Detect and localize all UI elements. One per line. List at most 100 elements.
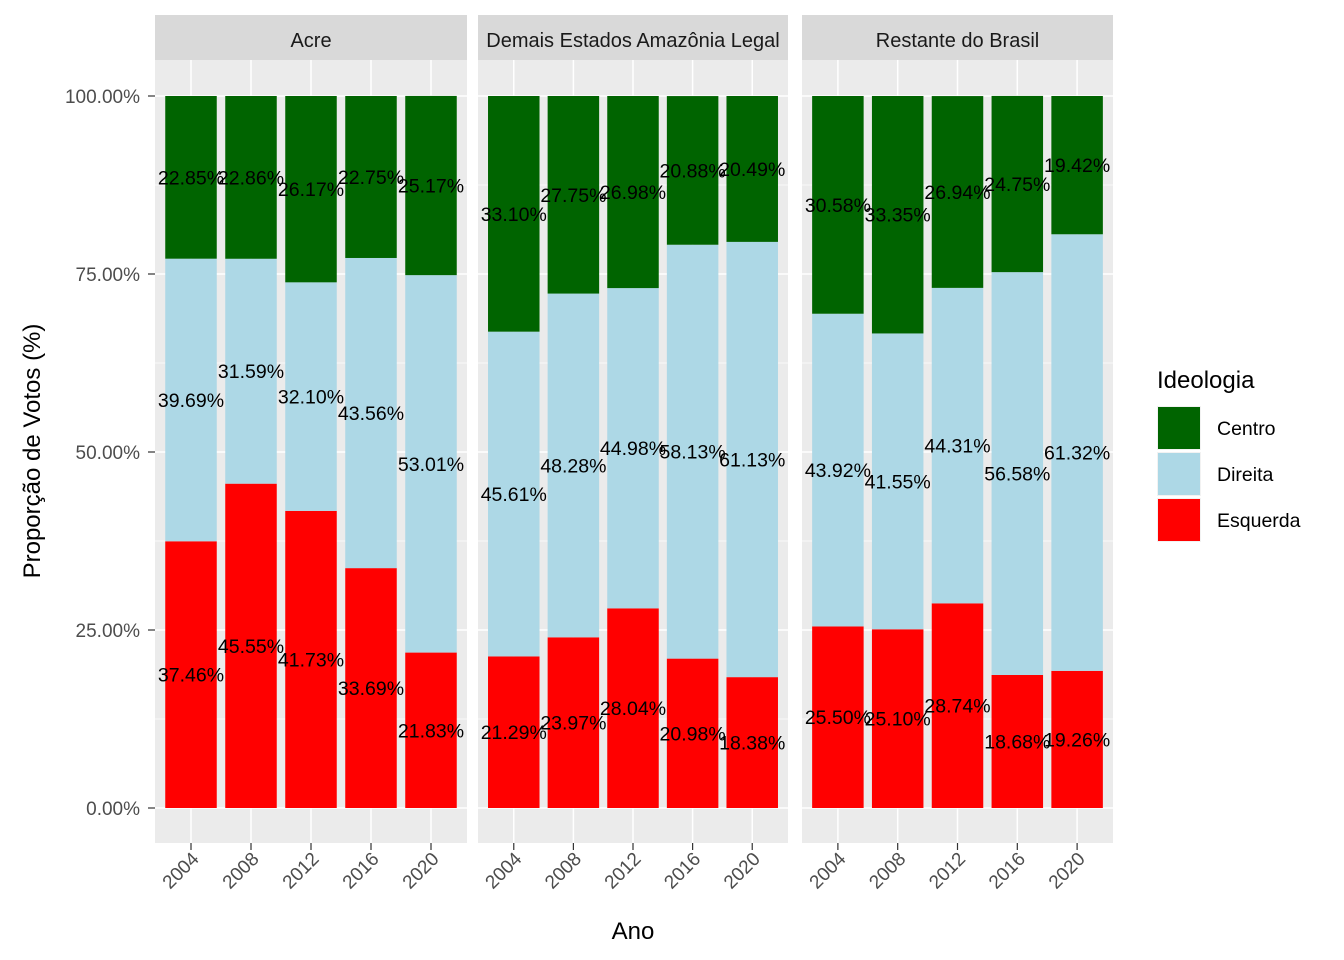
bar-esquerda: [285, 510, 337, 808]
bar-esquerda: [991, 674, 1044, 808]
legend-swatch-centro: [1158, 407, 1200, 449]
data-label-centro: 24.75%: [984, 174, 1050, 196]
bar-centro: [607, 96, 659, 289]
bar-centro: [225, 96, 277, 259]
data-label-direita: 61.32%: [1044, 443, 1110, 465]
facet-strip-label: Restante do Brasil: [876, 30, 1039, 52]
data-label-centro: 27.75%: [540, 185, 606, 207]
bar-esquerda: [405, 652, 457, 808]
y-tick-label: 25.00%: [76, 621, 141, 642]
x-tick-label: 2008: [865, 849, 910, 894]
data-label-direita: 31.59%: [218, 361, 284, 383]
bar-centro: [1051, 96, 1103, 235]
bar-esquerda: [726, 677, 778, 808]
bar-direita: [607, 288, 659, 609]
bar-esquerda: [225, 483, 277, 808]
legend-swatch-esquerda: [1158, 499, 1200, 541]
facet-panel-0: Acre 37.46% 45.55%41.73% 33.69% 21.83% 39.69%…: [155, 15, 467, 893]
data-label-esquerda: 21.29%: [481, 722, 547, 744]
facet-strip-label: Acre: [290, 30, 331, 52]
data-label-centro: 22.85%: [158, 167, 224, 189]
data-label-centro: 33.10%: [481, 204, 547, 226]
data-label-esquerda: 23.97%: [540, 713, 606, 735]
data-label-centro: 26.17%: [278, 179, 344, 201]
bar-esquerda: [488, 656, 540, 808]
data-label-esquerda: 18.68%: [984, 731, 1050, 753]
bar-esquerda: [165, 541, 217, 808]
data-label-direita: 53.01%: [398, 454, 464, 476]
legend-label-centro: Centro: [1217, 418, 1276, 440]
data-label-centro: 33.35%: [865, 205, 931, 227]
bar-direita: [345, 257, 397, 569]
x-tick-label: 2012: [925, 849, 970, 894]
bar-centro: [165, 96, 217, 259]
data-label-esquerda: 25.10%: [865, 709, 931, 731]
y-tick-label: 0.00%: [86, 799, 140, 820]
bar-esquerda: [871, 629, 924, 808]
y-tick-label: 75.00%: [76, 265, 141, 286]
x-tick-label: 2012: [601, 849, 646, 894]
data-label-direita: 45.61%: [481, 484, 547, 506]
y-tick-label: 50.00%: [76, 443, 141, 464]
bar-centro: [931, 96, 984, 288]
data-label-direita: 43.56%: [338, 403, 404, 425]
x-tick-label: 2004: [159, 848, 204, 893]
data-label-centro: 26.94%: [924, 182, 990, 204]
bar-centro: [726, 96, 778, 242]
data-label-direita: 56.58%: [984, 464, 1050, 486]
data-label-esquerda: 33.69%: [338, 678, 404, 700]
x-tick-label: 2012: [279, 849, 324, 894]
legend-label-esquerda: Esquerda: [1217, 510, 1301, 532]
legend-swatch-direita: [1158, 453, 1200, 495]
data-label-esquerda: 20.98%: [660, 723, 726, 745]
data-label-esquerda: 41.73%: [278, 649, 344, 671]
bar-centro: [285, 96, 337, 283]
y-axis-title: Proporção de Votos (%): [19, 324, 46, 579]
data-label-esquerda: 21.83%: [398, 720, 464, 742]
x-axis-title: Ano: [612, 918, 655, 945]
data-label-direita: 48.28%: [540, 455, 606, 477]
bar-direita: [666, 244, 719, 659]
bar-esquerda: [345, 568, 397, 808]
bar-direita: [488, 331, 540, 657]
bar-centro: [812, 96, 864, 314]
bar-direita: [547, 293, 600, 638]
x-tick-label: 2016: [985, 849, 1030, 894]
bar-direita: [405, 275, 457, 653]
data-label-direita: 43.92%: [805, 460, 871, 482]
x-tick-label: 2016: [660, 849, 705, 894]
data-label-centro: 19.42%: [1044, 155, 1110, 177]
x-tick-label: 2008: [219, 849, 264, 894]
bar-centro: [488, 96, 540, 332]
facet-panel-1: Demais Estados Amazônia Legal 21.29%23.97…: [478, 15, 788, 893]
data-label-esquerda: 19.26%: [1044, 729, 1110, 751]
data-label-esquerda: 28.04%: [600, 698, 666, 720]
bar-esquerda: [812, 626, 864, 808]
data-label-esquerda: 37.46%: [158, 665, 224, 687]
bar-centro: [405, 95, 457, 276]
bar-direita: [726, 241, 778, 678]
bar-esquerda: [931, 603, 984, 808]
bar-esquerda: [666, 658, 719, 808]
bar-esquerda: [1051, 670, 1103, 808]
bar-centro: [871, 96, 924, 334]
data-label-centro: 20.88%: [660, 160, 726, 182]
data-label-esquerda: 25.50%: [805, 707, 871, 729]
bar-direita: [812, 313, 864, 627]
x-tick-label: 2020: [399, 849, 444, 894]
data-label-esquerda: 18.38%: [719, 733, 785, 755]
bar-direita: [871, 333, 924, 630]
data-label-centro: 22.86%: [218, 167, 284, 189]
facet-panel-2: Restante do Brasil 25.50%25.10%28.74% 18.6…: [802, 15, 1113, 893]
facet-strip: [802, 15, 1113, 60]
x-tick-label: 2004: [482, 848, 527, 893]
x-tick-label: 2016: [339, 849, 384, 894]
x-tick-label: 2004: [806, 848, 851, 893]
facet-strip: [155, 15, 467, 60]
y-tick-label: 100.00%: [65, 87, 140, 108]
data-label-esquerda: 28.74%: [924, 696, 990, 718]
bar-esquerda: [547, 637, 600, 808]
data-label-direita: 44.98%: [600, 438, 666, 460]
bar-direita: [991, 272, 1044, 675]
